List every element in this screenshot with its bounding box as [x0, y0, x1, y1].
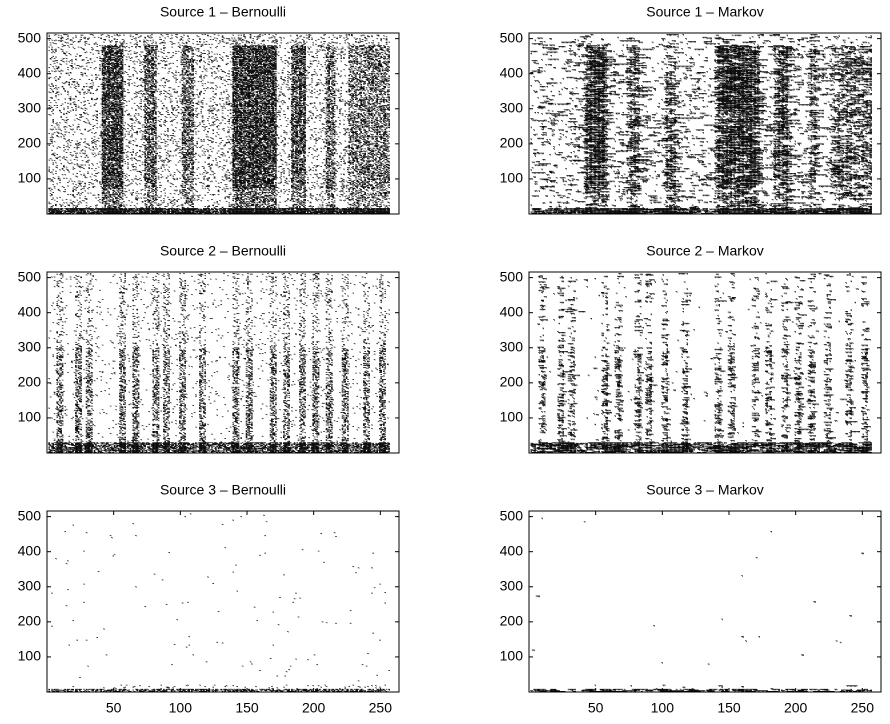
y-tick-label: 300 — [18, 338, 42, 354]
x-tick-label: 150 — [717, 700, 741, 716]
y-tick-label: 300 — [18, 99, 42, 115]
axes-frame — [46, 510, 400, 693]
y-tick-label: 400 — [18, 303, 42, 319]
x-tick-label: 100 — [651, 700, 675, 716]
y-tick-label: 500 — [500, 507, 524, 523]
x-tick-label: 100 — [169, 700, 193, 716]
y-tick-label: 300 — [500, 577, 524, 593]
image-texture — [530, 273, 872, 454]
y-tick-label: 200 — [18, 613, 42, 629]
y-tick-label: 100 — [500, 648, 524, 664]
y-tick-label: 100 — [500, 409, 524, 425]
panel-title: Source 3 – Bernoulli — [160, 482, 286, 498]
y-tick-label: 200 — [500, 374, 524, 390]
image-texture — [530, 517, 872, 693]
panel-title: Source 1 – Bernoulli — [160, 4, 286, 20]
panel-title: Source 3 – Markov — [646, 482, 764, 498]
y-tick-label: 500 — [18, 268, 42, 284]
y-tick-label: 500 — [18, 29, 42, 45]
y-tick-label: 500 — [18, 507, 42, 523]
image-texture — [48, 273, 390, 453]
x-tick-label: 50 — [106, 700, 122, 716]
x-tick-label: 150 — [235, 700, 259, 716]
axes-frame — [46, 271, 400, 454]
y-tick-label: 400 — [500, 64, 524, 80]
panel-title: Source 2 – Bernoulli — [160, 243, 286, 259]
y-tick-label: 400 — [18, 64, 42, 80]
image-texture — [530, 34, 872, 215]
y-tick-label: 200 — [18, 374, 42, 390]
y-tick-label: 300 — [18, 577, 42, 593]
panel-title: Source 2 – Markov — [646, 243, 764, 259]
axes-frame — [46, 32, 400, 215]
x-tick-label: 50 — [588, 700, 604, 716]
y-tick-label: 300 — [500, 99, 524, 115]
y-tick-label: 200 — [500, 613, 524, 629]
y-tick-label: 100 — [18, 648, 42, 664]
y-tick-label: 100 — [500, 170, 524, 186]
y-tick-label: 100 — [18, 409, 42, 425]
y-tick-label: 200 — [500, 135, 524, 151]
x-tick-label: 250 — [851, 700, 875, 716]
y-tick-label: 500 — [500, 29, 524, 45]
y-tick-label: 200 — [18, 135, 42, 151]
axes-frame — [528, 271, 882, 454]
image-texture — [48, 513, 390, 692]
panel-title: Source 1 – Markov — [646, 4, 764, 20]
axes-frame — [528, 510, 882, 693]
axes-frame — [528, 32, 882, 215]
x-tick-label: 200 — [302, 700, 326, 716]
y-tick-label: 400 — [500, 542, 524, 558]
y-tick-label: 400 — [500, 303, 524, 319]
image-texture — [48, 34, 390, 214]
y-tick-label: 100 — [18, 170, 42, 186]
y-tick-label: 500 — [500, 268, 524, 284]
y-tick-label: 300 — [500, 338, 524, 354]
y-tick-label: 400 — [18, 542, 42, 558]
x-tick-label: 200 — [784, 700, 808, 716]
x-tick-label: 250 — [369, 700, 393, 716]
